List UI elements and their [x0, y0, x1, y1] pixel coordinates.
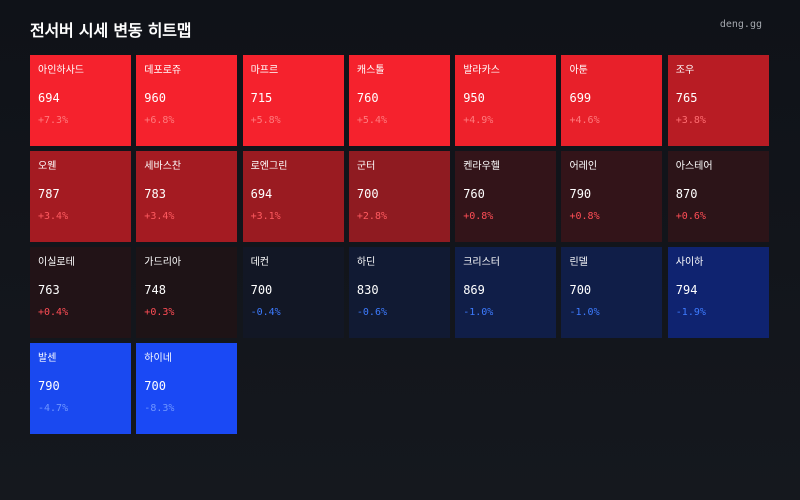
price-change: -1.9%	[675, 307, 706, 318]
price-change: -1.0%	[463, 307, 494, 318]
price-change: +3.1%	[250, 211, 281, 222]
server-tile[interactable]: 세바스찬 783 +3.4%	[136, 151, 238, 242]
price-change: -1.0%	[569, 307, 600, 318]
server-name: 아인하사드	[38, 65, 84, 76]
server-name: 세바스찬	[144, 161, 182, 172]
price-change: +4.6%	[569, 115, 600, 126]
server-tile[interactable]: 데컨 700 -0.4%	[242, 247, 344, 338]
server-name: 켄라우헬	[463, 161, 500, 172]
server-price: 765	[675, 91, 698, 105]
server-price: 760	[463, 187, 485, 201]
server-tile[interactable]: 아툰 699 +4.6%	[561, 55, 663, 146]
server-name: 캐스톨	[356, 65, 385, 76]
server-price: 950	[463, 91, 485, 105]
server-name: 마프르	[250, 65, 279, 76]
server-tile[interactable]: 발라카스 950 +4.9%	[455, 55, 557, 146]
server-tile[interactable]: 아인하사드 694 +7.3%	[30, 55, 131, 146]
server-name: 크리스터	[463, 257, 500, 268]
server-tile[interactable]: 오웬 787 +3.4%	[30, 151, 131, 242]
server-price: 830	[356, 283, 379, 297]
server-price: 694	[250, 187, 273, 201]
server-name: 이실로테	[38, 257, 75, 268]
server-price: 694	[38, 91, 60, 105]
server-name: 오웬	[38, 161, 57, 172]
price-change: -0.6%	[356, 307, 387, 318]
server-tile[interactable]: 마프르 715 +5.8%	[242, 55, 344, 146]
server-price: 790	[38, 379, 60, 393]
server-tile[interactable]: 어레인 790 +0.8%	[561, 151, 663, 242]
server-price: 715	[250, 91, 273, 105]
server-name: 발센	[38, 353, 57, 364]
price-change: +0.4%	[38, 307, 69, 318]
price-change: +0.8%	[463, 211, 494, 222]
server-name: 아스테어	[675, 161, 713, 172]
server-tile[interactable]: 이실로테 763 +0.4%	[30, 247, 131, 338]
server-name: 아툰	[569, 65, 588, 76]
server-price: 763	[38, 283, 60, 297]
server-tile[interactable]: 하이네 700 -8.3%	[136, 343, 238, 434]
server-price: 700	[250, 283, 273, 297]
server-name: 하이네	[144, 353, 172, 364]
server-name: 하딘	[356, 257, 376, 268]
server-name: 린델	[569, 257, 588, 268]
server-price: 700	[356, 187, 379, 201]
price-change: +3.8%	[675, 115, 706, 126]
server-price: 700	[144, 379, 166, 393]
server-name: 조우	[675, 65, 695, 76]
server-price: 794	[675, 283, 698, 297]
server-tile[interactable]: 군터 700 +2.8%	[348, 151, 450, 242]
price-change: +7.3%	[38, 115, 69, 126]
server-price: 748	[144, 283, 166, 297]
server-name: 가드리아	[144, 257, 182, 268]
price-change: +0.8%	[569, 211, 600, 222]
server-name: 어레인	[569, 161, 598, 172]
price-change: +0.6%	[675, 211, 706, 222]
price-change: -0.4%	[250, 307, 281, 318]
server-name: 데컨	[250, 257, 269, 268]
price-change: +3.4%	[144, 211, 175, 222]
server-tile[interactable]: 아스테어 870 +0.6%	[667, 151, 769, 242]
price-change: +5.8%	[250, 115, 281, 126]
server-tile[interactable]: 캐스톨 760 +5.4%	[348, 55, 450, 146]
price-change: +2.8%	[356, 211, 387, 222]
server-tile[interactable]: 크리스터 869 -1.0%	[455, 247, 557, 338]
server-tile[interactable]: 로엔그린 694 +3.1%	[242, 151, 344, 242]
server-tile[interactable]: 데포로쥬 960 +6.8%	[136, 55, 238, 146]
server-name: 로엔그린	[250, 161, 288, 172]
server-name: 데포로쥬	[144, 65, 182, 76]
server-price: 760	[356, 91, 379, 105]
server-price: 700	[569, 283, 592, 297]
price-change: -4.7%	[38, 403, 69, 414]
server-price: 790	[569, 187, 592, 201]
price-change: +3.4%	[38, 211, 69, 222]
server-tile[interactable]: 사이하 794 -1.9%	[667, 247, 769, 338]
brand-logo-text[interactable]: deng.gg	[719, 19, 762, 30]
heatmap-grid: 아인하사드 694 +7.3% 데포로쥬 960 +6.8% 마프르 715 +5.8% 캐스톨 7…	[30, 55, 769, 434]
price-change: +0.3%	[144, 307, 175, 318]
server-tile[interactable]: 발센 790 -4.7%	[30, 343, 131, 434]
server-price: 869	[463, 283, 485, 297]
server-name: 발라카스	[463, 65, 500, 76]
price-change: +6.8%	[144, 115, 175, 126]
server-price: 870	[675, 187, 698, 201]
price-change: +5.4%	[356, 115, 387, 126]
server-name: 군터	[356, 161, 376, 172]
server-tile[interactable]: 하딘 830 -0.6%	[348, 247, 450, 338]
server-price: 787	[38, 187, 60, 201]
server-tile[interactable]: 켄라우헬 760 +0.8%	[455, 151, 557, 242]
price-change: -8.3%	[144, 403, 175, 414]
server-tile[interactable]: 린델 700 -1.0%	[561, 247, 663, 338]
server-name: 사이하	[675, 257, 704, 268]
page-title: 전서버 시세 변동 히트맵	[30, 21, 192, 40]
server-price: 783	[144, 187, 166, 201]
server-tile[interactable]: 가드리아 748 +0.3%	[136, 247, 238, 338]
server-tile[interactable]: 조우 765 +3.8%	[667, 55, 769, 146]
price-change: +4.9%	[463, 115, 494, 126]
server-price: 699	[569, 91, 592, 105]
server-price: 960	[144, 91, 166, 105]
